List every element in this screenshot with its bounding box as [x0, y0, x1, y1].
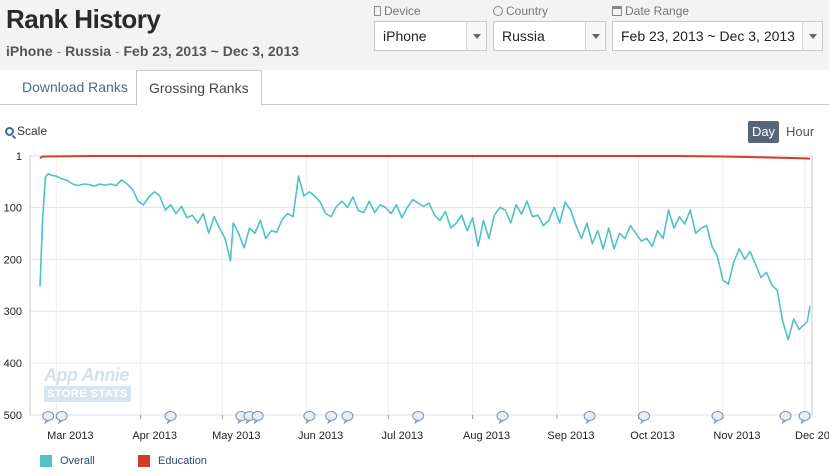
- globe-icon: [493, 6, 503, 16]
- subtitle-range: Feb 23, 2013 ~ Dec 3, 2013: [123, 43, 300, 59]
- device-select[interactable]: iPhone: [374, 21, 487, 51]
- rank-history-chart[interactable]: 1 100 200 300 400 500 Mar 2013 Apr 2013 May 2013…: [0, 145, 829, 450]
- event-marker-icon[interactable]: [55, 411, 68, 425]
- subtitle-country: Russia: [65, 43, 112, 59]
- event-marker-icon[interactable]: [42, 411, 55, 425]
- y-tick-label: 400: [4, 358, 22, 370]
- date-range-filter-label: Date Range: [625, 4, 690, 18]
- app-annie-watermark: App Annie STORE STATS: [44, 366, 131, 402]
- hour-button[interactable]: Hour: [786, 124, 815, 139]
- date-range-select[interactable]: Feb 23, 2013 ~ Dec 3, 2013: [612, 21, 823, 51]
- page-title: Rank History: [6, 4, 161, 34]
- device-filter-label: Device: [384, 4, 421, 18]
- series-line-overall: [39, 172, 811, 341]
- subtitle-device: iPhone: [6, 43, 53, 59]
- x-tick-label: Sep 2013: [547, 430, 594, 442]
- legend-item-overall[interactable]: Overall: [40, 455, 95, 467]
- legend-item-education[interactable]: Education: [138, 455, 207, 467]
- y-tick-label: 300: [4, 306, 22, 318]
- y-tick-label: 100: [4, 202, 22, 214]
- x-tick-label: Aug 2013: [463, 430, 510, 442]
- device-select-value: iPhone: [383, 28, 427, 44]
- event-marker-icon[interactable]: [638, 411, 651, 425]
- calendar-icon: [612, 6, 622, 16]
- event-marker-icon[interactable]: [303, 411, 316, 425]
- country-filter-label: Country: [506, 4, 549, 18]
- chevron-down-icon[interactable]: [802, 22, 822, 50]
- date-range-filter: Date Range Feb 23, 2013 ~ Dec 3, 2013: [612, 4, 823, 51]
- subtitle-separator: -: [114, 43, 120, 59]
- scale-label: Scale: [17, 124, 48, 138]
- legend-label-education: Education: [158, 455, 207, 467]
- event-marker-icon[interactable]: [251, 411, 264, 425]
- event-marker-icon[interactable]: [798, 411, 811, 425]
- country-select[interactable]: Russia: [493, 21, 606, 51]
- legend-swatch-education: [138, 455, 150, 467]
- event-marker-icon[interactable]: [496, 411, 509, 425]
- x-tick-label: Jun 2013: [298, 430, 343, 442]
- x-tick-label: Apr 2013: [132, 430, 177, 442]
- country-select-value: Russia: [502, 28, 545, 44]
- scale-button[interactable]: Scale: [5, 124, 47, 138]
- legend-label-overall: Overall: [60, 455, 95, 467]
- tab-grossing-ranks[interactable]: Grossing Ranks: [136, 70, 262, 106]
- event-marker-icon[interactable]: [243, 411, 256, 425]
- rank-tabs: Download Ranks Grossing Ranks: [0, 70, 829, 106]
- series-line-education: [39, 155, 811, 160]
- plot-area: [29, 155, 813, 416]
- page-subtitle: iPhone - Russia - Feb 23, 2013 ~ Dec 3, …: [6, 43, 299, 59]
- x-tick-label: May 2013: [212, 430, 260, 442]
- day-button[interactable]: Day: [748, 121, 779, 143]
- event-marker-icon[interactable]: [164, 411, 177, 425]
- event-marker-icon[interactable]: [779, 411, 792, 425]
- watermark-line2: STORE STATS: [44, 386, 131, 402]
- event-marker-icon[interactable]: [412, 411, 425, 425]
- country-filter: Country Russia: [493, 4, 606, 51]
- event-marker-icon[interactable]: [235, 411, 248, 425]
- magnifier-icon: [5, 126, 14, 136]
- chevron-down-icon[interactable]: [466, 22, 486, 50]
- legend-swatch-overall: [40, 455, 52, 467]
- x-tick-label: Nov 2013: [713, 430, 760, 442]
- device-icon: [374, 6, 381, 16]
- x-tick-label: Dec 2013: [795, 430, 829, 442]
- x-tick-label: Jul 2013: [381, 430, 423, 442]
- page-header: Rank History iPhone - Russia - Feb 23, 2…: [0, 0, 829, 70]
- event-marker-icon[interactable]: [583, 411, 596, 425]
- y-tick-label: 1: [16, 151, 22, 163]
- chevron-down-icon[interactable]: [585, 22, 605, 50]
- x-tick-label: Mar 2013: [47, 430, 93, 442]
- date-range-select-value: Feb 23, 2013 ~ Dec 3, 2013: [621, 28, 795, 44]
- x-tick-label: Oct 2013: [630, 430, 675, 442]
- event-marker-icon[interactable]: [325, 411, 338, 425]
- watermark-line1: App Annie: [44, 365, 129, 385]
- device-filter: Device iPhone: [374, 4, 487, 51]
- subtitle-separator: -: [56, 43, 62, 59]
- event-marker-icon[interactable]: [341, 411, 354, 425]
- y-tick-label: 500: [4, 410, 22, 422]
- event-marker-icon[interactable]: [711, 411, 724, 425]
- y-tick-label: 200: [4, 254, 22, 266]
- tab-download-ranks[interactable]: Download Ranks: [22, 79, 128, 95]
